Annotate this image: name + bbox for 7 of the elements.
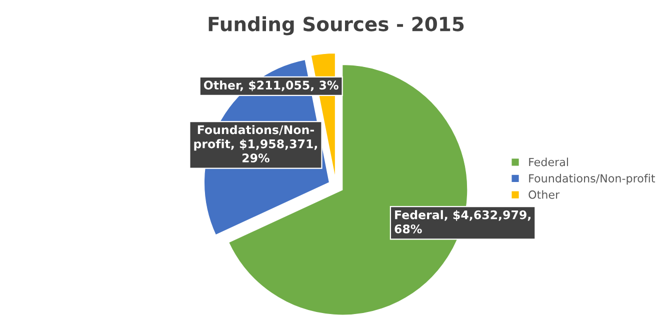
legend-label: Foundations/Non-profit	[529, 174, 656, 185]
chart-title: Funding Sources - 2015	[208, 16, 464, 36]
legend-label: Other	[528, 190, 560, 199]
data-label: Other, $211,055, 3%	[204, 80, 338, 92]
legend-label: Federal	[529, 158, 568, 166]
data-label: Federal, $4,632,979, 68%	[394, 210, 530, 234]
data-label: Foundations/Non- profit, $1,958,371, 29%	[194, 125, 317, 162]
